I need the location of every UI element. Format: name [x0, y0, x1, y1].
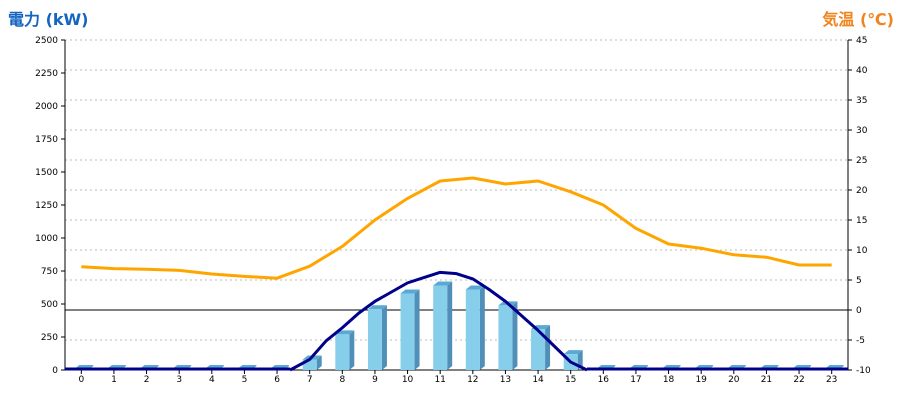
- left-tick-label: 2250: [35, 69, 58, 79]
- right-axis-title: 気温 (℃): [822, 10, 894, 29]
- bar: [400, 289, 420, 370]
- x-tick-label: 6: [274, 375, 280, 385]
- bar: [531, 325, 551, 370]
- bar: [302, 355, 322, 370]
- right-tick-label: 45: [856, 36, 867, 46]
- left-tick-label: 1500: [35, 168, 58, 178]
- x-tick-label: 10: [402, 375, 414, 385]
- bar: [433, 281, 453, 370]
- x-tick-label: 5: [242, 375, 248, 385]
- bar-side-face: [545, 325, 551, 370]
- temperature-line: [81, 176, 832, 280]
- left-tick-label: 500: [41, 300, 58, 310]
- x-tick-label: 0: [78, 375, 84, 385]
- left-tick-label: 2000: [35, 102, 58, 112]
- x-tick-label: 13: [500, 375, 511, 385]
- right-tick-label: 15: [856, 216, 867, 226]
- right-tick-label: 25: [856, 156, 867, 166]
- bar-front-face: [367, 309, 382, 370]
- x-tick-label: 14: [532, 375, 544, 385]
- x-tick-label: 2: [144, 375, 150, 385]
- bar-front-face: [400, 293, 415, 370]
- x-tick-label: 16: [598, 375, 610, 385]
- bar: [335, 330, 355, 370]
- bar-front-face: [302, 359, 317, 370]
- left-tick-label: 1000: [35, 234, 58, 244]
- x-tick-label: 8: [339, 375, 345, 385]
- bar: [465, 285, 485, 370]
- left-tick-label: 250: [41, 333, 58, 343]
- left-tick-label: 1750: [35, 135, 58, 145]
- left-tick-label: 750: [41, 267, 58, 277]
- right-tick-label: -5: [856, 336, 865, 346]
- bar-front-face: [498, 305, 513, 370]
- right-tick-label: -10: [856, 366, 871, 376]
- right-tick-label: 30: [856, 126, 868, 136]
- bar-front-face: [531, 329, 546, 370]
- x-tick-label: 7: [307, 375, 313, 385]
- x-tick-label: 4: [209, 375, 215, 385]
- x-tick-label: 17: [630, 375, 641, 385]
- bar-side-face: [479, 285, 485, 370]
- x-tick-label: 23: [826, 375, 837, 385]
- x-tick-label: 21: [761, 375, 772, 385]
- bar-top-face: [465, 285, 485, 290]
- right-tick-label: 35: [856, 96, 867, 106]
- x-tick-label: 18: [663, 375, 675, 385]
- bar-top-face: [367, 305, 387, 310]
- x-tick-label: 11: [434, 375, 445, 385]
- bar-side-face: [381, 305, 387, 370]
- x-tick-label: 20: [728, 375, 740, 385]
- bar-top-face: [563, 350, 583, 355]
- x-tick-label: 19: [695, 375, 707, 385]
- left-axis-title: 電力 (kW): [8, 10, 89, 29]
- bar-side-face: [447, 281, 453, 370]
- x-tick-label: 1: [111, 375, 117, 385]
- left-tick-label: 0: [52, 366, 58, 376]
- bar-top-face: [400, 289, 420, 294]
- bar-side-face: [414, 289, 420, 370]
- bar-side-face: [349, 330, 355, 370]
- bar-side-face: [512, 301, 518, 370]
- x-tick-label: 9: [372, 375, 378, 385]
- right-tick-label: 20: [856, 186, 868, 196]
- plot-area: [65, 40, 848, 370]
- bar-front-face: [433, 285, 448, 370]
- power-curve-line: [289, 270, 588, 372]
- bar-side-face: [316, 355, 322, 370]
- bar-front-face: [335, 334, 350, 370]
- x-tick-label: 3: [176, 375, 182, 385]
- bar: [498, 301, 518, 370]
- x-tick-label: 12: [467, 375, 478, 385]
- bar: [367, 305, 387, 370]
- left-tick-label: 2500: [35, 36, 58, 46]
- bar-front-face: [465, 289, 480, 370]
- bar-top-face: [433, 281, 453, 286]
- right-tick-label: 0: [856, 306, 862, 316]
- right-tick-label: 40: [856, 66, 868, 76]
- right-tick-label: 10: [856, 246, 868, 256]
- left-tick-label: 1250: [35, 201, 58, 211]
- x-tick-label: 22: [793, 375, 804, 385]
- right-tick-label: 5: [856, 276, 862, 286]
- x-tick-label: 15: [565, 375, 576, 385]
